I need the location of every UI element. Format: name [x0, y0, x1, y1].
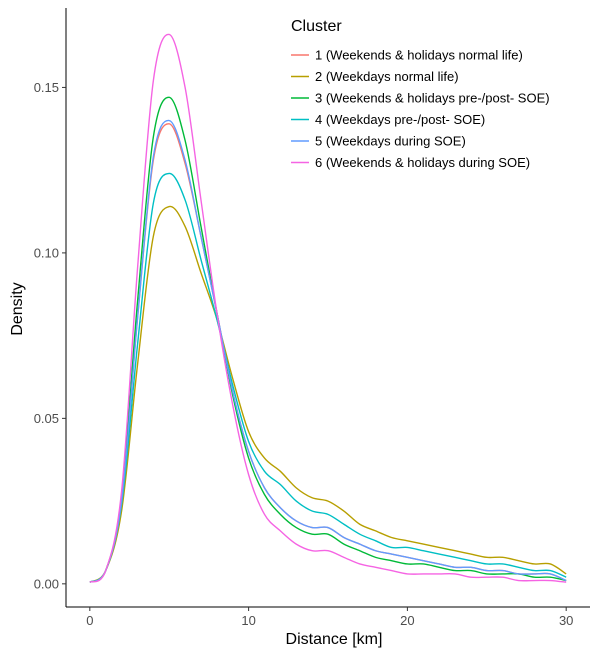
y-axis-title: Density	[9, 282, 26, 335]
legend-label-3: 3 (Weekends & holidays pre-/post- SOE)	[315, 91, 550, 106]
density-line-2	[89, 205, 567, 583]
legend-title: Cluster	[291, 18, 342, 35]
density-series	[89, 33, 567, 583]
x-axis-title: Distance [km]	[286, 631, 383, 648]
density-line-4	[89, 172, 567, 583]
legend-label-5: 5 (Weekdays during SOE)	[315, 134, 466, 149]
density-line-1	[89, 123, 567, 583]
x-axis-ticks: 0 10 20 30	[86, 607, 573, 628]
x-tick-label: 30	[559, 613, 573, 628]
legend: Cluster 1 (Weekends & holidays normal li…	[291, 18, 550, 170]
density-line-5	[89, 119, 567, 583]
y-tick-label: 0.00	[34, 576, 59, 591]
legend-items: 1 (Weekends & holidays normal life) 2 (We…	[291, 48, 550, 170]
x-tick-label: 10	[241, 613, 255, 628]
y-tick-label: 0.10	[34, 245, 59, 260]
x-tick-label: 0	[86, 613, 93, 628]
y-tick-label: 0.05	[34, 411, 59, 426]
x-tick-label: 20	[400, 613, 414, 628]
density-line-3	[89, 96, 567, 583]
y-axis-ticks: 0.00 0.05 0.10 0.15	[34, 80, 66, 591]
legend-label-4: 4 (Weekdays pre-/post- SOE)	[315, 112, 485, 127]
legend-label-1: 1 (Weekends & holidays normal life)	[315, 48, 523, 63]
legend-label-2: 2 (Weekdays normal life)	[315, 69, 459, 84]
density-line-6	[89, 33, 567, 583]
y-tick-label: 0.15	[34, 80, 59, 95]
legend-label-6: 6 (Weekends & holidays during SOE)	[315, 155, 530, 170]
